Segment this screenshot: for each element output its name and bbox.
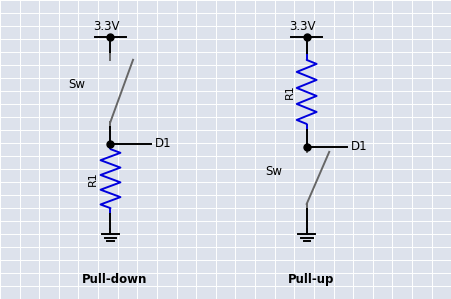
Text: Sw: Sw (265, 165, 282, 179)
Text: R1: R1 (88, 171, 98, 186)
Text: Pull-up: Pull-up (288, 273, 334, 286)
Text: Sw: Sw (69, 78, 86, 91)
Text: 3.3V: 3.3V (289, 20, 315, 33)
Text: Pull-down: Pull-down (83, 273, 147, 286)
Text: R1: R1 (285, 85, 295, 99)
Text: D1: D1 (351, 140, 368, 153)
Text: D1: D1 (155, 137, 171, 150)
Text: 3.3V: 3.3V (93, 20, 119, 33)
